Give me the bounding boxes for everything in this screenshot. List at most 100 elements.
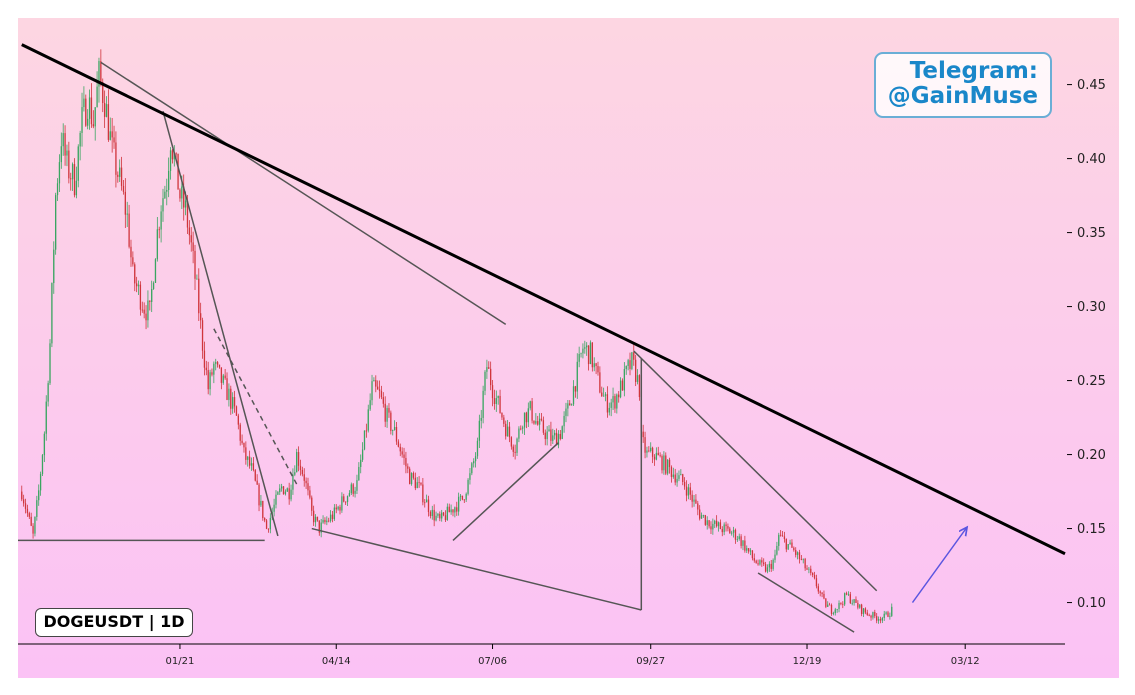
candle — [531, 397, 533, 424]
watermark-line-2: @GainMuse — [887, 83, 1038, 109]
x-tick-label: 07/06 — [478, 656, 507, 667]
candle — [514, 444, 516, 460]
candle — [422, 477, 424, 506]
candle — [222, 373, 224, 385]
candle — [365, 423, 368, 438]
candle — [200, 302, 202, 329]
candle — [41, 453, 44, 477]
candle — [431, 505, 433, 520]
main-trendline — [21, 43, 1066, 556]
candle — [471, 461, 473, 476]
candle — [164, 185, 166, 200]
candle — [444, 510, 447, 523]
candle — [258, 482, 260, 512]
candle — [465, 492, 467, 503]
candle — [352, 483, 354, 497]
y-tick-label: 0.40 — [1077, 152, 1106, 167]
candle — [448, 503, 450, 513]
projection-arrow — [911, 527, 967, 603]
candle — [262, 500, 264, 521]
candle — [303, 468, 305, 487]
candle — [55, 192, 57, 255]
candle — [798, 549, 801, 564]
candle — [557, 430, 560, 449]
candle — [714, 519, 716, 529]
candle — [845, 591, 848, 596]
candle — [49, 339, 51, 385]
pattern-line — [311, 527, 642, 611]
candle — [224, 368, 226, 380]
candle — [638, 374, 641, 401]
candle — [759, 559, 761, 566]
candle — [62, 123, 64, 156]
candle — [66, 144, 68, 167]
candle — [683, 477, 686, 490]
candle — [81, 92, 83, 147]
candle — [606, 386, 609, 418]
candle — [412, 471, 415, 480]
candle — [506, 419, 509, 437]
candle — [781, 531, 784, 537]
candle — [130, 239, 132, 267]
candle — [695, 494, 697, 505]
candle — [393, 420, 396, 431]
candle — [482, 385, 484, 424]
candle — [103, 90, 106, 128]
candle — [56, 178, 59, 201]
candle — [520, 425, 522, 431]
candle — [808, 567, 810, 574]
candle — [723, 522, 725, 536]
candle — [646, 446, 648, 458]
candle — [860, 603, 863, 617]
candle — [538, 413, 541, 431]
candle — [576, 353, 578, 399]
candle — [621, 378, 624, 391]
candle — [277, 491, 279, 496]
candle — [354, 486, 356, 498]
candle — [819, 590, 821, 597]
candle — [203, 341, 206, 376]
candle — [30, 512, 32, 527]
candle — [119, 159, 121, 182]
candle — [152, 281, 155, 290]
candle — [215, 358, 217, 371]
candle — [375, 375, 377, 393]
candle — [28, 511, 30, 519]
candle — [154, 258, 157, 284]
candle — [171, 149, 174, 164]
candle — [599, 366, 601, 394]
candle — [674, 468, 676, 486]
candle — [770, 559, 772, 572]
candle — [474, 452, 477, 468]
candle — [237, 413, 239, 430]
candle — [742, 540, 744, 551]
candle — [248, 450, 251, 469]
candle — [26, 504, 29, 517]
candle — [480, 409, 482, 429]
candle — [318, 520, 320, 536]
candle — [75, 166, 78, 199]
candle — [761, 557, 763, 567]
y-tick-label: 0.45 — [1077, 78, 1106, 93]
candle — [209, 369, 211, 396]
candle — [335, 504, 337, 514]
candle — [578, 346, 580, 368]
candle — [403, 447, 405, 465]
candle — [840, 602, 842, 606]
candle — [24, 498, 27, 514]
candle — [755, 559, 757, 564]
candle — [117, 171, 119, 183]
candle — [527, 402, 529, 427]
candle — [478, 414, 481, 449]
y-tick-label: 0.15 — [1077, 522, 1106, 537]
candle — [488, 361, 490, 369]
candle — [124, 178, 126, 228]
candles-group — [21, 49, 893, 624]
candle — [800, 555, 803, 561]
candle — [842, 601, 844, 609]
candle — [43, 431, 46, 463]
candle — [587, 345, 590, 371]
candle — [64, 125, 66, 166]
candle — [299, 459, 302, 476]
